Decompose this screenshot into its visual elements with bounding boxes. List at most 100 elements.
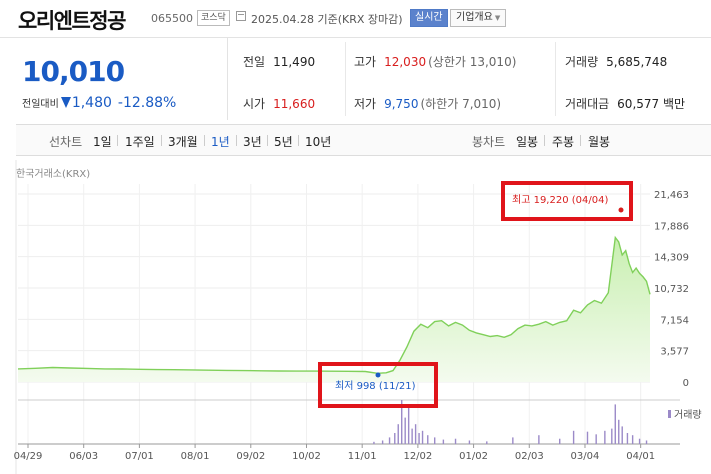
stats-grid: 전일 11,490 고가 12,030 (상한가 13,010) 거래량 5,685,7… <box>229 38 711 120</box>
volume-bar <box>486 441 488 444</box>
y-tick-label: 7,154 <box>660 315 689 326</box>
realtime-button[interactable]: 실시간 <box>410 9 448 27</box>
volume-bar <box>397 424 399 444</box>
low-marker-label: 최저 998 (11/21) <box>335 380 416 392</box>
x-tick-label: 12/02 <box>403 451 432 462</box>
tab-monthly[interactable]: 월봉 <box>588 135 611 149</box>
x-tick-label: 06/03 <box>69 451 98 462</box>
tab-separator <box>580 135 581 146</box>
tab-separator <box>298 135 299 146</box>
tab-5y[interactable]: 5년 <box>274 135 293 149</box>
tab-1y[interactable]: 1년 <box>211 135 230 149</box>
low-marker-dot <box>375 372 381 378</box>
volume-bars: 거래량 <box>373 400 702 444</box>
volume-bar <box>394 433 396 444</box>
stock-name: 오리엔트정공 <box>18 9 126 33</box>
volume-bar <box>468 440 471 444</box>
stat-label: 시가 <box>243 97 266 111</box>
tab-separator <box>267 135 268 146</box>
volume-bar <box>645 440 648 444</box>
y-tick-label: 0 <box>683 378 689 389</box>
volume-bar <box>427 435 429 444</box>
company-info-dropdown[interactable]: 기업개요 ▼ <box>450 9 507 27</box>
stat-amount: 거래대금 60,577 백만 <box>565 95 685 112</box>
tab-separator <box>544 135 545 146</box>
high-highlight-box <box>501 181 633 221</box>
volume-bar <box>401 400 403 444</box>
stat-high: 고가 12,030 (상한가 13,010) <box>354 53 516 70</box>
tab-separator <box>204 135 205 146</box>
tab-3y[interactable]: 3년 <box>243 135 262 149</box>
volume-legend-swatch <box>668 410 671 418</box>
volume-bar <box>572 430 575 444</box>
stat-label: 고가 <box>354 55 377 69</box>
x-tick-label: 02/03 <box>515 451 544 462</box>
volume-bar <box>586 431 589 444</box>
y-tick-label: 17,886 <box>654 221 689 232</box>
volume-bar <box>421 430 424 444</box>
upper-limit: (상한가 13,010) <box>428 55 517 69</box>
price-line <box>17 235 651 375</box>
tab-3m[interactable]: 3개월 <box>168 135 198 149</box>
change-rate: -12.88% <box>117 95 177 111</box>
stat-value: 11,660 <box>273 97 316 111</box>
change-label: 전일대비 <box>22 99 59 110</box>
volume-bar <box>626 433 629 444</box>
chart-grid <box>15 160 680 474</box>
tab-separator <box>161 135 162 146</box>
stat-volume: 거래량 5,685,748 <box>565 53 667 70</box>
x-tick-label: 08/01 <box>181 451 210 462</box>
stat-label: 전일 <box>243 55 266 69</box>
tab-1w[interactable]: 1주일 <box>125 135 155 149</box>
volume-bar <box>407 406 410 444</box>
stat-value: 60,577 백만 <box>617 97 686 111</box>
stat-prev-close: 전일 11,490 <box>243 53 315 70</box>
high-marker-label: 최고 19,220 (04/04) <box>512 194 608 206</box>
volume-bar <box>614 404 616 444</box>
stats-divider <box>345 42 346 116</box>
stat-value: 12,030 <box>384 55 427 69</box>
tab-1d[interactable]: 1일 <box>93 135 112 149</box>
down-arrow-icon <box>60 97 71 108</box>
lower-limit: (하한가 7,010) <box>420 97 502 111</box>
tab-weekly[interactable]: 주봉 <box>552 135 575 149</box>
stat-value: 9,750 <box>384 97 419 111</box>
volume-bar <box>414 424 417 444</box>
tab-separator <box>236 135 237 146</box>
volume-bar <box>418 433 420 444</box>
line-chart-label[interactable]: 선차트 <box>49 135 83 149</box>
volume-bar <box>442 439 445 444</box>
volume-bar <box>388 437 391 444</box>
low-highlight-box <box>318 362 438 408</box>
volume-bar <box>595 434 597 444</box>
volume-bar <box>512 437 514 444</box>
stat-label: 거래량 <box>565 55 599 69</box>
y-tick-label: 21,463 <box>654 190 689 201</box>
price-area <box>18 237 650 382</box>
stat-label: 저가 <box>354 97 377 111</box>
volume-bar <box>621 426 623 444</box>
price-area-layer <box>17 235 651 382</box>
volume-bar <box>434 437 436 444</box>
y-tick-label: 10,732 <box>654 284 689 295</box>
current-price: 10,010 <box>22 55 125 88</box>
stat-open: 시가 11,660 <box>243 95 315 112</box>
volume-bar <box>454 438 457 444</box>
volume-bar <box>411 428 413 444</box>
change-value: 1,480 <box>71 95 112 111</box>
chevron-down-icon: ▼ <box>494 14 501 22</box>
tab-10y[interactable]: 10년 <box>305 135 332 149</box>
price-change-row: 전일대비 1,480 -12.88% <box>22 92 176 111</box>
price-chart[interactable]: 거래량 21,46317,88614,30910,7327,1543,5770 … <box>0 160 711 474</box>
x-axis-labels: 04/29 06/03 07/01 08/01 09/02 10/02 11/01 12/02… <box>14 451 655 462</box>
tab-daily[interactable]: 일봉 <box>516 135 539 149</box>
chart-source: 한국거래소(KRX) <box>16 169 91 180</box>
stat-value: 5,685,748 <box>606 55 668 69</box>
volume-bar <box>373 441 375 444</box>
volume-bar <box>604 430 606 444</box>
volume-bar <box>381 440 384 444</box>
x-tick-label: 09/02 <box>236 451 265 462</box>
x-tick-label: 11/01 <box>348 451 377 462</box>
stat-value: 11,490 <box>273 55 316 69</box>
candle-chart-label[interactable]: 봉차트 <box>472 135 506 149</box>
